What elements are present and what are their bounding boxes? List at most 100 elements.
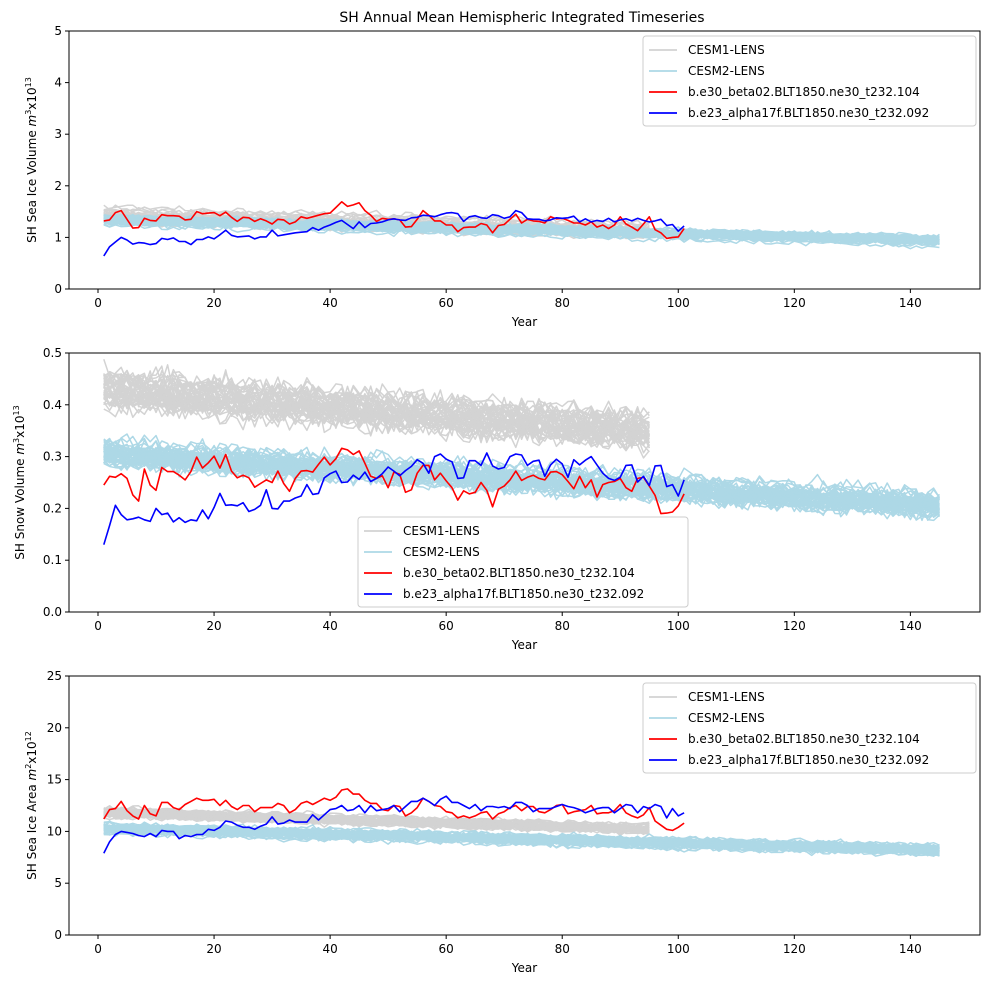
x-tick-label: 100 bbox=[667, 296, 690, 310]
ensemble-member-line bbox=[103, 456, 940, 522]
legend-frame bbox=[357, 516, 689, 608]
ensemble-member-line bbox=[103, 827, 940, 856]
ensemble-cesm2-lens bbox=[103, 433, 941, 522]
x-tick-label: 80 bbox=[555, 296, 570, 310]
x-tick-label: 80 bbox=[555, 619, 570, 633]
x-tick-label: 60 bbox=[439, 619, 454, 633]
x-axis-label: Year bbox=[511, 315, 537, 329]
y-tick-label: 0.1 bbox=[43, 553, 62, 567]
y-tick-label: 5 bbox=[54, 24, 62, 38]
x-tick-label: 80 bbox=[555, 942, 570, 956]
series-line-alpha17f bbox=[103, 452, 685, 545]
ensemble-member-line bbox=[103, 453, 941, 517]
legend-frame bbox=[642, 682, 977, 774]
ensemble-member-line bbox=[103, 806, 650, 827]
ensemble-member-line bbox=[103, 373, 650, 434]
legend-label: b.e23_alpha17f.BLT1850.ne30_t232.092 bbox=[688, 753, 929, 767]
x-tick-label: 40 bbox=[322, 296, 337, 310]
axes-frame bbox=[68, 352, 981, 613]
ensemble-member-line bbox=[103, 204, 650, 227]
x-tick-label: 0 bbox=[94, 942, 102, 956]
ensemble-member-line bbox=[103, 369, 650, 437]
axes-frame bbox=[68, 675, 981, 936]
x-tick-label: 0 bbox=[94, 619, 102, 633]
x-axis-label: Year bbox=[511, 961, 537, 975]
y-tick-label: 2 bbox=[54, 179, 62, 193]
panel-1: 0 20 40 60 80 100 120 140 0 1 2 3 4 5 Year SH Sea Ice V… bbox=[24, 24, 981, 329]
ensemble-member-line bbox=[103, 445, 940, 507]
x-tick-label: 20 bbox=[206, 296, 221, 310]
plot-area bbox=[103, 359, 941, 545]
y-tick-label: 0.0 bbox=[43, 605, 62, 619]
legend: CESM1-LENS CESM2-LENS b.e30_beta02.BLT1850… bbox=[357, 516, 689, 608]
ensemble-member-line bbox=[103, 216, 940, 243]
ensemble-member-line bbox=[103, 213, 940, 240]
y-tick-label: 25 bbox=[47, 669, 62, 683]
x-tick-label: 0 bbox=[94, 296, 102, 310]
ensemble-member-line bbox=[103, 809, 650, 834]
x-tick-label: 140 bbox=[899, 619, 922, 633]
ensemble-member-line bbox=[103, 825, 940, 852]
x-tick-label: 40 bbox=[322, 942, 337, 956]
legend: CESM1-LENS CESM2-LENS b.e30_beta02.BLT1850… bbox=[642, 35, 977, 127]
y-axis-label: SH Sea Ice Area m2x1012 bbox=[24, 731, 39, 880]
legend-frame bbox=[642, 35, 977, 127]
ensemble-cesm2-lens bbox=[103, 213, 940, 250]
x-tick-label: 100 bbox=[667, 619, 690, 633]
ensemble-member-line bbox=[103, 449, 940, 511]
legend-label: b.e30_beta02.BLT1850.ne30_t232.104 bbox=[688, 732, 920, 746]
ensemble-cesm1-lens bbox=[103, 359, 651, 459]
ensemble-member-line bbox=[103, 826, 940, 856]
y-tick-label: 15 bbox=[47, 773, 62, 787]
y-tick-label: 4 bbox=[54, 76, 62, 90]
ensemble-member-line bbox=[103, 822, 940, 850]
x-tick-label: 60 bbox=[439, 942, 454, 956]
x-tick-label: 60 bbox=[439, 296, 454, 310]
ensemble-cesm1-lens bbox=[103, 804, 650, 837]
series-line-alpha17f bbox=[103, 795, 685, 854]
axes-frame bbox=[68, 30, 981, 290]
x-tick-label: 140 bbox=[899, 942, 922, 956]
figure-title: SH Annual Mean Hemispheric Integrated Ti… bbox=[339, 10, 704, 26]
legend-label: b.e23_alpha17f.BLT1850.ne30_t232.092 bbox=[688, 106, 929, 120]
ensemble-member-line bbox=[103, 455, 941, 518]
ensemble-member-line bbox=[103, 388, 650, 448]
panel-3: 0 20 40 60 80 100 120 140 0 5 10 15 20 25 Year SH Sea I… bbox=[24, 669, 981, 975]
legend-label: CESM2-LENS bbox=[403, 545, 480, 559]
panel-2: 0 20 40 60 80 100 120 140 0.0 0.1 0.2 0.3 0.4 0.5 Year… bbox=[12, 346, 981, 652]
legend-label: b.e30_beta02.BLT1850.ne30_t232.104 bbox=[403, 566, 635, 580]
legend-label: CESM2-LENS bbox=[688, 64, 765, 78]
y-tick-label: 0 bbox=[54, 928, 62, 942]
y-tick-label: 0.2 bbox=[43, 501, 62, 515]
legend-label: CESM1-LENS bbox=[688, 43, 765, 57]
legend-label: b.e30_beta02.BLT1850.ne30_t232.104 bbox=[688, 85, 920, 99]
y-axis-label: SH Snow Volume m3x1013 bbox=[12, 405, 27, 559]
ensemble-member-line bbox=[103, 395, 650, 452]
y-tick-label: 0.5 bbox=[43, 346, 62, 360]
y-tick-label: 5 bbox=[54, 876, 62, 890]
ensemble-member-line bbox=[103, 217, 940, 241]
plot-area bbox=[103, 788, 940, 858]
y-tick-label: 0.4 bbox=[43, 398, 62, 412]
plot-area bbox=[103, 201, 940, 257]
x-tick-label: 100 bbox=[667, 942, 690, 956]
legend-label: b.e23_alpha17f.BLT1850.ne30_t232.092 bbox=[403, 587, 644, 601]
x-axis-label: Year bbox=[511, 638, 537, 652]
ensemble-member-line bbox=[103, 204, 650, 229]
y-axis-label: SH Sea Ice Volume m3x1013 bbox=[24, 77, 39, 243]
legend-label: CESM2-LENS bbox=[688, 711, 765, 725]
y-tick-label: 3 bbox=[54, 127, 62, 141]
y-tick-label: 0 bbox=[54, 282, 62, 296]
x-tick-label: 140 bbox=[899, 296, 922, 310]
x-tick-label: 120 bbox=[783, 296, 806, 310]
x-tick-label: 120 bbox=[783, 942, 806, 956]
legend-label: CESM1-LENS bbox=[403, 524, 480, 538]
y-tick-label: 20 bbox=[47, 721, 62, 735]
ensemble-member-line bbox=[103, 221, 940, 247]
x-tick-label: 20 bbox=[206, 619, 221, 633]
ensemble-cesm2-lens bbox=[103, 820, 940, 858]
y-tick-label: 10 bbox=[47, 824, 62, 838]
legend-label: CESM1-LENS bbox=[688, 690, 765, 704]
x-tick-label: 40 bbox=[322, 619, 337, 633]
x-tick-label: 120 bbox=[783, 619, 806, 633]
